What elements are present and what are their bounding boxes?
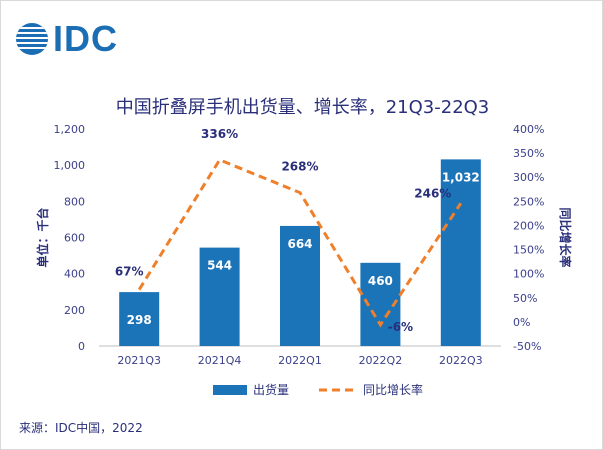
y2-tick-label: 300% bbox=[513, 171, 544, 184]
growth-value-label: -6% bbox=[388, 320, 413, 334]
bar bbox=[440, 159, 481, 346]
legend-bar-label: 出货量 bbox=[253, 382, 289, 397]
chart-title: 中国折叠屏手机出货量、增长率，21Q3-22Q3 bbox=[115, 97, 490, 118]
y2-tick-label: 0% bbox=[513, 316, 530, 329]
y2-tick-label: 250% bbox=[513, 195, 544, 208]
bar-value-label: 664 bbox=[287, 237, 312, 251]
y-axis-title: 单位：千台 bbox=[35, 207, 50, 267]
x-tick-label: 2021Q4 bbox=[198, 354, 242, 367]
y-tick-label: 200 bbox=[64, 304, 85, 317]
y2-tick-label: 350% bbox=[513, 147, 544, 160]
x-tick-label: 2021Q3 bbox=[117, 354, 161, 367]
y-tick-label: 0 bbox=[78, 340, 85, 353]
y2-tick-label: 100% bbox=[513, 268, 544, 281]
y2-tick-label: -50% bbox=[513, 340, 541, 353]
y-tick-label: 800 bbox=[64, 195, 85, 208]
logo-text: IDC bbox=[53, 18, 118, 59]
x-tick-label: 2022Q2 bbox=[359, 354, 403, 367]
bar-value-label: 460 bbox=[368, 274, 393, 288]
y2-tick-label: 400% bbox=[513, 123, 544, 136]
bar bbox=[280, 225, 320, 346]
bar bbox=[119, 292, 160, 346]
y2-tick-label: 50% bbox=[513, 292, 537, 305]
legend-line-label: 同比增长率 bbox=[363, 382, 423, 397]
growth-value-label: 268% bbox=[281, 160, 318, 174]
chart-svg: 0 200 400 600 800 1,000 1,200 -50% 0% 50% 100% 150%… bbox=[35, 123, 573, 397]
y-tick-label: 1,200 bbox=[54, 123, 86, 136]
y-tick-label: 400 bbox=[64, 268, 85, 281]
bar-value-label: 298 bbox=[127, 313, 152, 327]
x-tick-label: 2022Q1 bbox=[278, 354, 322, 367]
growth-value-label: 67% bbox=[115, 265, 144, 279]
legend-bar-swatch bbox=[213, 385, 247, 395]
y-tick-label: 600 bbox=[64, 232, 85, 245]
y-tick-label: 1,000 bbox=[54, 159, 86, 172]
y2-tick-label: 150% bbox=[513, 244, 544, 257]
growth-value-label: 246% bbox=[414, 186, 451, 200]
globe-icon bbox=[16, 23, 48, 55]
y2-tick-label: 200% bbox=[513, 219, 544, 232]
growth-value-label: 336% bbox=[201, 127, 238, 141]
idc-logo: IDC bbox=[15, 18, 118, 59]
bar bbox=[199, 247, 240, 346]
source-note: 来源：IDC中国，2022 bbox=[19, 421, 143, 435]
bar-value-label: 544 bbox=[207, 259, 232, 273]
bar-value-label: 1,032 bbox=[442, 170, 480, 184]
x-tick-label: 2022Q3 bbox=[439, 354, 483, 367]
y2-axis-title: 同比增长率 bbox=[558, 207, 573, 267]
